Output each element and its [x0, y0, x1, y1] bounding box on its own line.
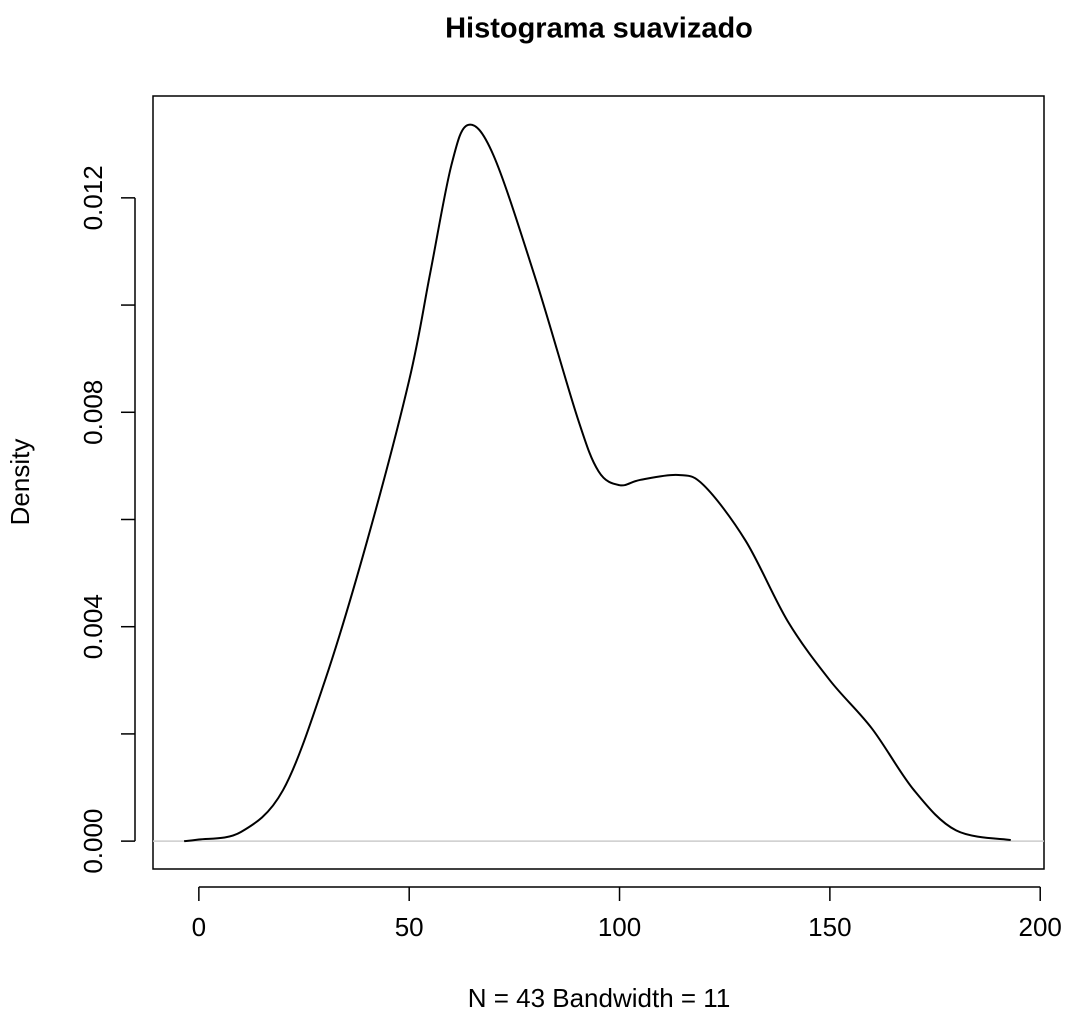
x-tick-label: 150 — [808, 912, 851, 942]
y-axis-label: Density — [5, 439, 35, 526]
x-tick-label: 0 — [192, 912, 206, 942]
y-tick-label: 0.004 — [78, 594, 108, 659]
y-tick-label: 0.000 — [78, 809, 108, 874]
x-tick-label: 200 — [1019, 912, 1062, 942]
plot-frame — [152, 95, 1045, 870]
y-tick-label: 0.008 — [78, 380, 108, 445]
y-tick-label: 0.012 — [78, 165, 108, 230]
x-axis-label: N = 43 Bandwidth = 11 — [468, 983, 731, 1013]
x-tick-label: 50 — [395, 912, 424, 942]
x-tick-label: 100 — [598, 912, 641, 942]
density-line — [184, 123, 1011, 843]
chart-title: Histograma suavizado — [445, 13, 753, 45]
